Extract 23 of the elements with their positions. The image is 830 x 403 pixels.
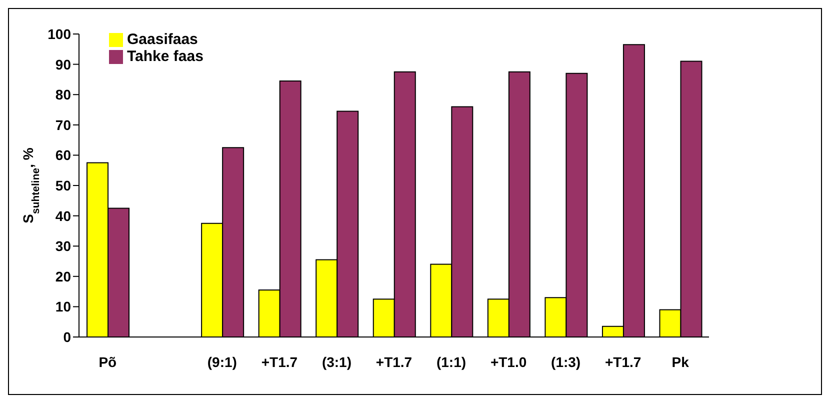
y-tick-label: 20 bbox=[55, 268, 72, 284]
y-tick-label: 40 bbox=[55, 208, 72, 224]
x-tick-label: +T1.7 bbox=[261, 354, 298, 370]
x-tick-label: Põ bbox=[98, 354, 117, 370]
x-tick-label: (3:1) bbox=[322, 354, 352, 370]
y-tick-label: 70 bbox=[55, 116, 72, 133]
y-tick-label: 50 bbox=[55, 177, 72, 194]
x-tick-label: +T1.7 bbox=[376, 354, 412, 370]
x-tick-label: (1:3) bbox=[551, 354, 581, 370]
x-tick-label: +T1.0 bbox=[490, 354, 527, 370]
y-tick-label: 90 bbox=[55, 56, 72, 72]
y-tick-label: 80 bbox=[55, 86, 72, 103]
legend-label: Tahke faas bbox=[127, 48, 204, 65]
x-tick-label: (1:1) bbox=[436, 354, 466, 370]
y-tick-label: 0 bbox=[63, 328, 72, 345]
x-tick-label: Pk bbox=[672, 354, 690, 370]
x-tick-label: (9:1) bbox=[207, 354, 237, 370]
y-tick-label: 60 bbox=[55, 147, 72, 164]
y-tick-label: 10 bbox=[55, 298, 72, 315]
y-tick-label: 30 bbox=[55, 238, 72, 254]
y-tick-label: 100 bbox=[48, 26, 72, 42]
x-tick-label: +T1.7 bbox=[604, 354, 642, 370]
legend-label: Gaasifaas bbox=[127, 31, 198, 48]
